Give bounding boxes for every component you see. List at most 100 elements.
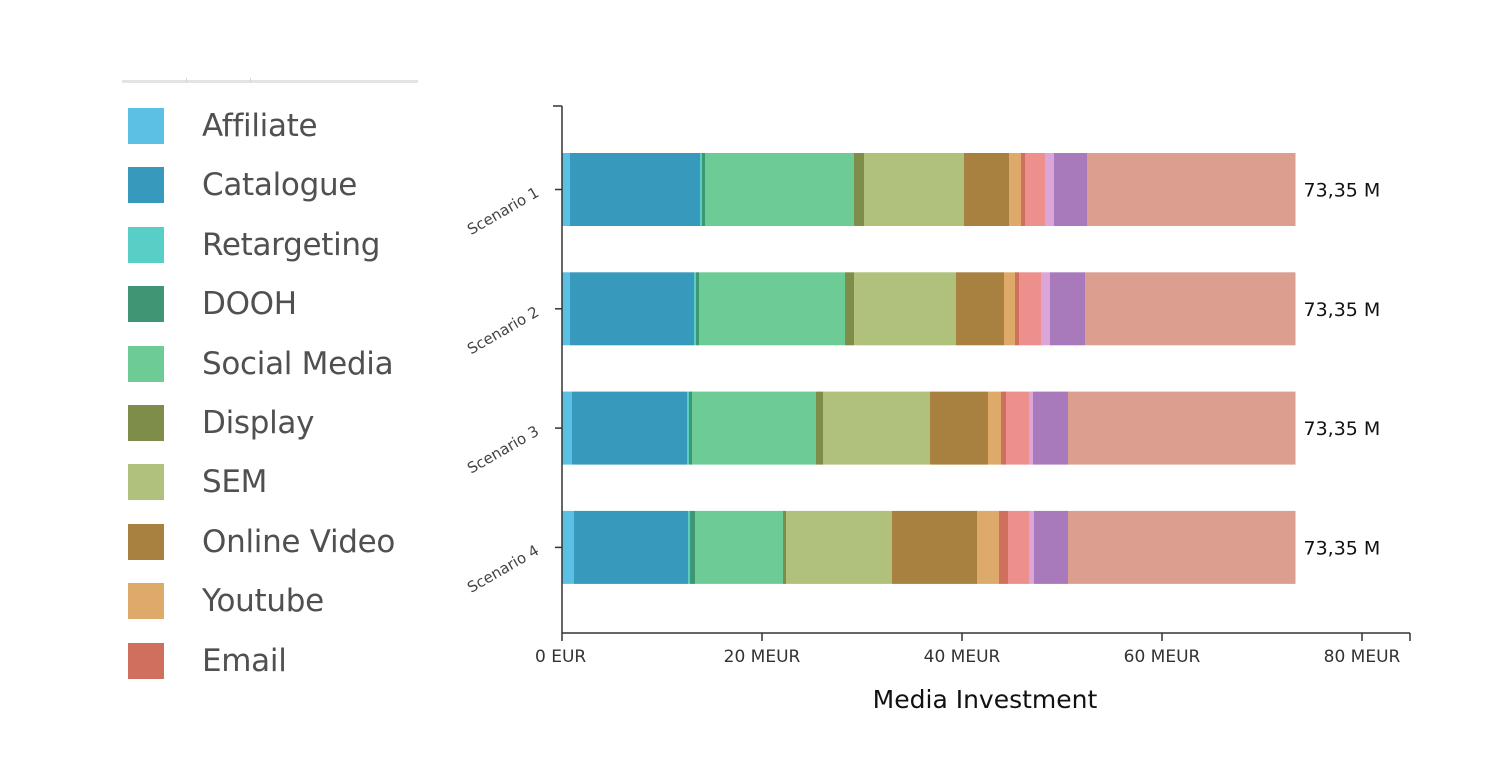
legend-item[interactable]: SEM bbox=[128, 462, 418, 502]
bar-segment[interactable] bbox=[1019, 272, 1041, 346]
x-axis-title: Media Investment bbox=[873, 685, 1098, 714]
bar-segment[interactable] bbox=[1034, 510, 1068, 584]
bar-segment[interactable] bbox=[1045, 153, 1054, 226]
bar-segment[interactable] bbox=[956, 272, 1004, 346]
bar-segment[interactable] bbox=[864, 153, 964, 226]
legend-swatch bbox=[128, 345, 164, 382]
bar-segment[interactable] bbox=[1025, 153, 1045, 226]
bar-segment[interactable] bbox=[1009, 153, 1021, 226]
bar-segment[interactable] bbox=[892, 510, 977, 584]
legend-swatch bbox=[128, 167, 164, 204]
bar-segment[interactable] bbox=[570, 272, 694, 346]
legend-label: Affiliate bbox=[202, 108, 318, 144]
category-label: Scenario 2 bbox=[464, 303, 542, 358]
category-label: Scenario 4 bbox=[464, 541, 542, 596]
bar-segment[interactable] bbox=[988, 391, 1001, 465]
bar-segment[interactable] bbox=[692, 391, 816, 465]
bar-segment[interactable] bbox=[699, 272, 845, 346]
bar-segment[interactable] bbox=[687, 391, 689, 465]
bar-segment[interactable] bbox=[695, 510, 783, 584]
bar-segment[interactable] bbox=[694, 272, 696, 346]
legend-item[interactable]: Online Video bbox=[128, 522, 418, 562]
bar-total-label: 73,35 M bbox=[1304, 418, 1381, 440]
x-tick-label: 80 MEUR bbox=[1324, 647, 1401, 667]
legend-label: Social Media bbox=[202, 345, 394, 382]
bar-total-label: 73,35 M bbox=[1304, 537, 1381, 559]
bar-segment[interactable] bbox=[689, 391, 692, 465]
bar-segment[interactable] bbox=[1068, 391, 1296, 465]
bar-segment[interactable] bbox=[1050, 272, 1085, 346]
bar-segment[interactable] bbox=[845, 272, 854, 346]
bar-segment[interactable] bbox=[1087, 153, 1296, 226]
legend: Affiliate Catalogue Retargeting DOOH Social … bbox=[120, 76, 418, 696]
legend-item[interactable]: Social Media bbox=[128, 344, 418, 384]
bar-segment[interactable] bbox=[562, 510, 574, 584]
bar-segment[interactable] bbox=[562, 391, 572, 465]
legend-swatch bbox=[128, 226, 164, 263]
bar-segment[interactable] bbox=[1033, 391, 1068, 465]
legend-item[interactable]: Catalogue bbox=[128, 165, 418, 205]
bar-segment[interactable] bbox=[1029, 510, 1034, 584]
legend-scrollbar-track[interactable] bbox=[122, 78, 418, 83]
bar-segment[interactable] bbox=[1054, 153, 1087, 226]
bar-segment[interactable] bbox=[570, 153, 700, 226]
bar-segment[interactable] bbox=[930, 391, 988, 465]
legend-swatch bbox=[128, 464, 164, 501]
bar-segment[interactable] bbox=[999, 510, 1008, 584]
bar-segment[interactable] bbox=[1085, 272, 1296, 346]
bar-segment[interactable] bbox=[1006, 391, 1029, 465]
bar-segment[interactable] bbox=[690, 510, 695, 584]
legend-swatch bbox=[128, 108, 164, 144]
x-tick-label: 60 MEUR bbox=[1124, 647, 1201, 667]
axes-layer bbox=[553, 105, 1410, 634]
legend-item[interactable]: Youtube bbox=[128, 581, 418, 621]
bar-segment[interactable] bbox=[1015, 272, 1019, 346]
bar-segment[interactable] bbox=[854, 272, 956, 346]
bar-segment[interactable] bbox=[562, 153, 570, 226]
legend-swatch bbox=[128, 286, 164, 323]
legend-track-tick bbox=[250, 78, 251, 82]
legend-item[interactable]: Display bbox=[128, 403, 418, 443]
bar-segment[interactable] bbox=[816, 391, 823, 465]
x-tick-label: 20 MEUR bbox=[724, 647, 801, 667]
x-tick-label: 40 MEUR bbox=[924, 647, 1001, 667]
legend-label: Youtube bbox=[202, 583, 324, 620]
bar-segment[interactable] bbox=[705, 153, 854, 226]
legend-label: DOOH bbox=[202, 286, 297, 323]
bar-segment[interactable] bbox=[783, 510, 786, 584]
category-label: Scenario 3 bbox=[464, 422, 542, 477]
bar-segment[interactable] bbox=[1004, 272, 1015, 346]
bar-segment[interactable] bbox=[688, 510, 690, 584]
bar-segment[interactable] bbox=[1001, 391, 1006, 465]
legend-label: Catalogue bbox=[202, 167, 358, 204]
bar-segment[interactable] bbox=[1029, 391, 1033, 465]
bars-layer bbox=[562, 153, 1296, 584]
category-label: Scenario 1 bbox=[464, 183, 542, 238]
legend-item[interactable]: Affiliate bbox=[128, 106, 418, 146]
bar-total-label: 73,35 M bbox=[1304, 299, 1381, 321]
bar-segment[interactable] bbox=[572, 391, 687, 465]
bar-total-label: 73,35 M bbox=[1304, 180, 1381, 202]
bar-segment[interactable] bbox=[964, 153, 1009, 226]
bar-segment[interactable] bbox=[700, 153, 702, 226]
bar-segment[interactable] bbox=[702, 153, 705, 226]
bar-segment[interactable] bbox=[1021, 153, 1025, 226]
bar-segment[interactable] bbox=[574, 510, 688, 584]
legend-item[interactable]: DOOH bbox=[128, 284, 418, 324]
legend-label: Display bbox=[202, 405, 315, 441]
bar-segment[interactable] bbox=[823, 391, 930, 465]
legend-swatch bbox=[128, 642, 164, 679]
bar-segment[interactable] bbox=[1008, 510, 1029, 584]
legend-swatch bbox=[128, 583, 164, 620]
bar-segment[interactable] bbox=[977, 510, 999, 584]
bar-segment[interactable] bbox=[786, 510, 892, 584]
bar-segment[interactable] bbox=[696, 272, 699, 346]
bar-segment[interactable] bbox=[562, 272, 570, 346]
bar-segment[interactable] bbox=[854, 153, 864, 226]
x-tick-label: 0 EUR bbox=[535, 647, 586, 667]
legend-item[interactable]: Email bbox=[128, 641, 418, 681]
bar-segment[interactable] bbox=[1068, 510, 1296, 584]
legend-item[interactable]: Retargeting bbox=[128, 225, 418, 265]
bar-segment[interactable] bbox=[1041, 272, 1050, 346]
